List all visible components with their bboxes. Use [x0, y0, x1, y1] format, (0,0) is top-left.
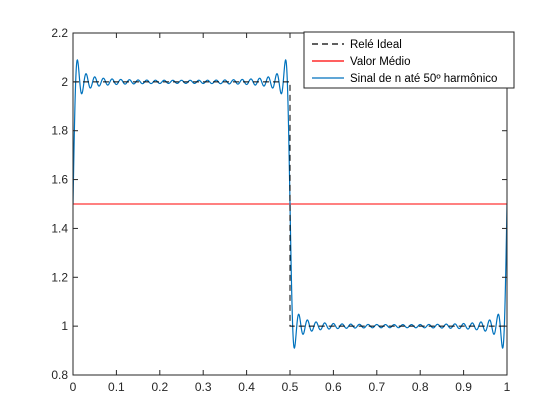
x-tick-label: 0.2 — [151, 380, 168, 394]
series-fourier-line — [73, 58, 507, 350]
x-tick-label: 0.1 — [108, 380, 125, 394]
x-tick-label: 0.4 — [238, 380, 255, 394]
legend-item-fourier-label: Sinal de n até 50º harmônico — [350, 73, 497, 85]
x-tick-label: 0 — [70, 380, 77, 394]
y-tick-label: 1.4 — [51, 221, 68, 235]
legend-item-rele-ideal-label: Relé Ideal — [350, 39, 402, 51]
y-tick-label: 1.6 — [51, 173, 68, 187]
legend-item-valor-medio-label: Valor Médio — [350, 56, 411, 68]
legend: Relé Ideal Valor Médio Sinal de n até 50º … — [303, 31, 515, 89]
x-tick-label: 0.7 — [368, 380, 385, 394]
y-tick-label: 2.2 — [51, 26, 68, 40]
y-tick-label: 1.8 — [51, 124, 68, 138]
x-tick-label: 0.5 — [282, 380, 299, 394]
y-tick-label: 2 — [61, 75, 68, 89]
legend-box — [303, 31, 515, 89]
y-tick-label: 1.2 — [51, 270, 68, 284]
x-tick-label: 1 — [504, 380, 511, 394]
x-tick-label: 0.6 — [325, 380, 342, 394]
x-tick-label: 0.8 — [412, 380, 429, 394]
y-tick-label: 0.8 — [51, 368, 68, 382]
y-tick-label: 1 — [61, 319, 68, 333]
x-tick-label: 0.3 — [195, 380, 212, 394]
x-tick-label: 0.9 — [455, 380, 472, 394]
